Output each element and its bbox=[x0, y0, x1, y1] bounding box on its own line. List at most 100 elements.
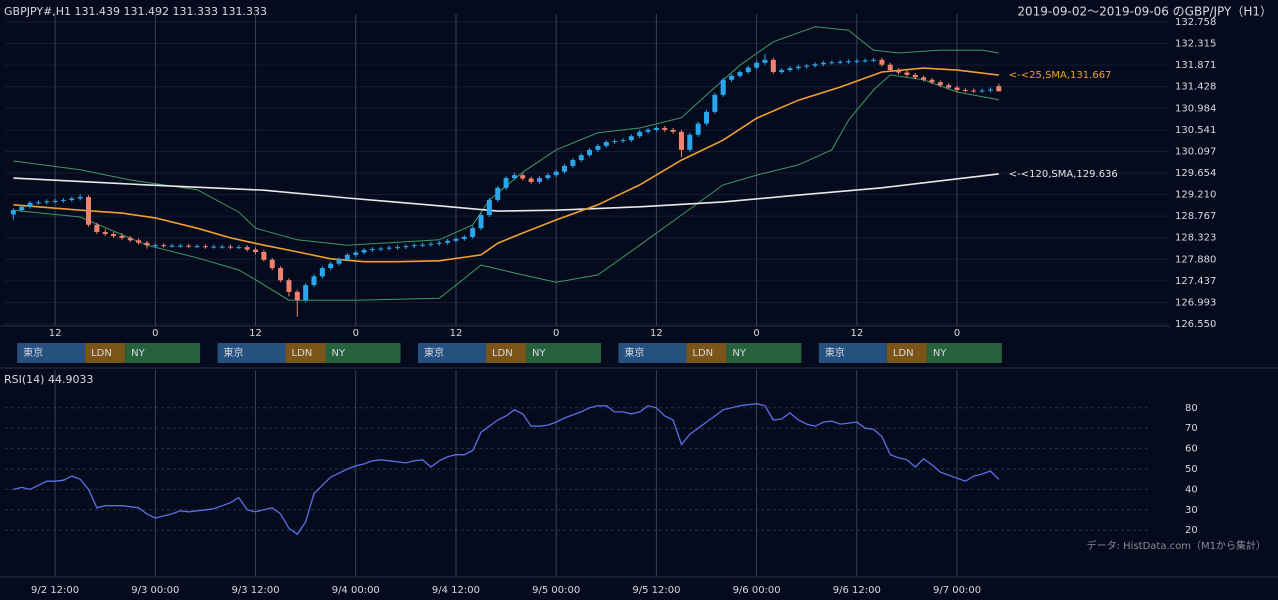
candle-body bbox=[921, 77, 927, 80]
candle-body bbox=[695, 123, 701, 135]
candle-body bbox=[904, 72, 910, 75]
candle-body bbox=[461, 236, 467, 239]
candle-body bbox=[86, 197, 92, 225]
session-label: LDN bbox=[692, 348, 713, 359]
candle-body bbox=[127, 237, 133, 241]
candle-body bbox=[361, 250, 367, 253]
x-tick-label: 9/4 12:00 bbox=[432, 585, 480, 596]
x-tick-label: 0 bbox=[152, 328, 158, 339]
candle-body bbox=[987, 89, 993, 91]
y-tick-label: 30 bbox=[1185, 505, 1198, 516]
session-block bbox=[618, 343, 687, 363]
candle-body bbox=[52, 200, 58, 202]
candle-body bbox=[662, 127, 668, 130]
candle-body bbox=[562, 165, 568, 172]
y-tick-label: 50 bbox=[1185, 464, 1198, 475]
session-label: NY bbox=[332, 348, 346, 359]
candle-body bbox=[269, 259, 275, 269]
candle-body bbox=[570, 160, 576, 166]
candle-body bbox=[879, 59, 885, 65]
indicator-label: <-<25,SMA,131.667 bbox=[1009, 70, 1112, 81]
session-label: LDN bbox=[492, 348, 513, 359]
y-tick-label: 130.984 bbox=[1175, 103, 1216, 114]
candle-body bbox=[704, 111, 710, 124]
candle-body bbox=[111, 234, 117, 236]
session-block bbox=[686, 343, 727, 363]
candle-body bbox=[787, 68, 793, 71]
x-tick-label: 12 bbox=[49, 328, 62, 339]
candle-body bbox=[19, 206, 25, 211]
candle-body bbox=[395, 247, 401, 249]
candle-body bbox=[495, 187, 501, 200]
candle-body bbox=[745, 67, 751, 73]
candle-body bbox=[720, 79, 726, 95]
y-tick-label: 80 bbox=[1185, 403, 1198, 414]
candle-body bbox=[937, 82, 943, 86]
candle-body bbox=[27, 202, 33, 207]
candle-body bbox=[528, 178, 534, 182]
candle-body bbox=[286, 280, 292, 292]
x-tick-label: 9/4 00:00 bbox=[332, 585, 380, 596]
candle-body bbox=[587, 149, 593, 156]
y-tick-label: 40 bbox=[1185, 484, 1198, 495]
y-tick-label: 126.550 bbox=[1175, 319, 1216, 330]
candle-body bbox=[553, 171, 559, 176]
candle-body bbox=[344, 254, 350, 260]
x-tick-label: 0 bbox=[553, 328, 559, 339]
candle-body bbox=[578, 155, 584, 161]
candle-body bbox=[996, 86, 1002, 92]
candle-body bbox=[319, 268, 325, 277]
candle-body bbox=[820, 62, 826, 65]
candle-body bbox=[244, 247, 250, 250]
candle-body bbox=[161, 245, 167, 247]
candle-body bbox=[353, 252, 359, 255]
candle-body bbox=[536, 178, 542, 182]
candle-body bbox=[712, 94, 718, 112]
session-block bbox=[485, 343, 526, 363]
candle-body bbox=[896, 70, 902, 73]
candle-body bbox=[261, 252, 267, 260]
session-block bbox=[17, 343, 86, 363]
candle-body bbox=[403, 246, 409, 248]
candle-body bbox=[804, 65, 810, 67]
candle-body bbox=[795, 66, 801, 69]
candle-body bbox=[854, 60, 860, 62]
candle-body bbox=[453, 238, 459, 241]
candle-body bbox=[386, 247, 392, 249]
candle-body bbox=[177, 245, 183, 247]
x-tick-label: 9/5 12:00 bbox=[632, 585, 680, 596]
candle-body bbox=[420, 244, 426, 246]
session-block bbox=[125, 343, 201, 363]
x-tick-label: 9/3 00:00 bbox=[131, 585, 179, 596]
candle-body bbox=[595, 145, 601, 150]
candle-body bbox=[979, 90, 985, 92]
candle-body bbox=[862, 60, 868, 62]
candle-body bbox=[211, 246, 217, 248]
candle-body bbox=[219, 246, 225, 248]
session-block bbox=[886, 343, 927, 363]
candle-body bbox=[545, 175, 551, 179]
candle-body bbox=[645, 129, 651, 132]
x-tick-label: 9/6 00:00 bbox=[733, 585, 781, 596]
rsi-title: RSI(14) 44.9033 bbox=[4, 373, 93, 386]
chart-subtitle: 2019-09-02～2019-09-06 のGBP/JPY（H1） bbox=[1017, 5, 1272, 19]
candle-body bbox=[445, 240, 451, 243]
candle-body bbox=[754, 62, 760, 68]
candle-body bbox=[10, 210, 16, 215]
rsi-line bbox=[13, 403, 1000, 536]
session-block bbox=[417, 343, 486, 363]
y-tick-label: 131.871 bbox=[1175, 60, 1216, 71]
candle-body bbox=[77, 197, 83, 199]
x-tick-label: 9/3 12:00 bbox=[231, 585, 279, 596]
candle-body bbox=[837, 61, 843, 63]
y-tick-label: 128.323 bbox=[1175, 233, 1216, 244]
candle-body bbox=[845, 61, 851, 63]
candle-body bbox=[954, 87, 960, 91]
candle-body bbox=[202, 246, 208, 248]
candle-body bbox=[470, 228, 476, 237]
candle-body bbox=[637, 131, 643, 137]
y-tick-label: 128.767 bbox=[1175, 211, 1216, 222]
candle-body bbox=[962, 90, 968, 92]
y-tick-label: 129.210 bbox=[1175, 190, 1216, 201]
